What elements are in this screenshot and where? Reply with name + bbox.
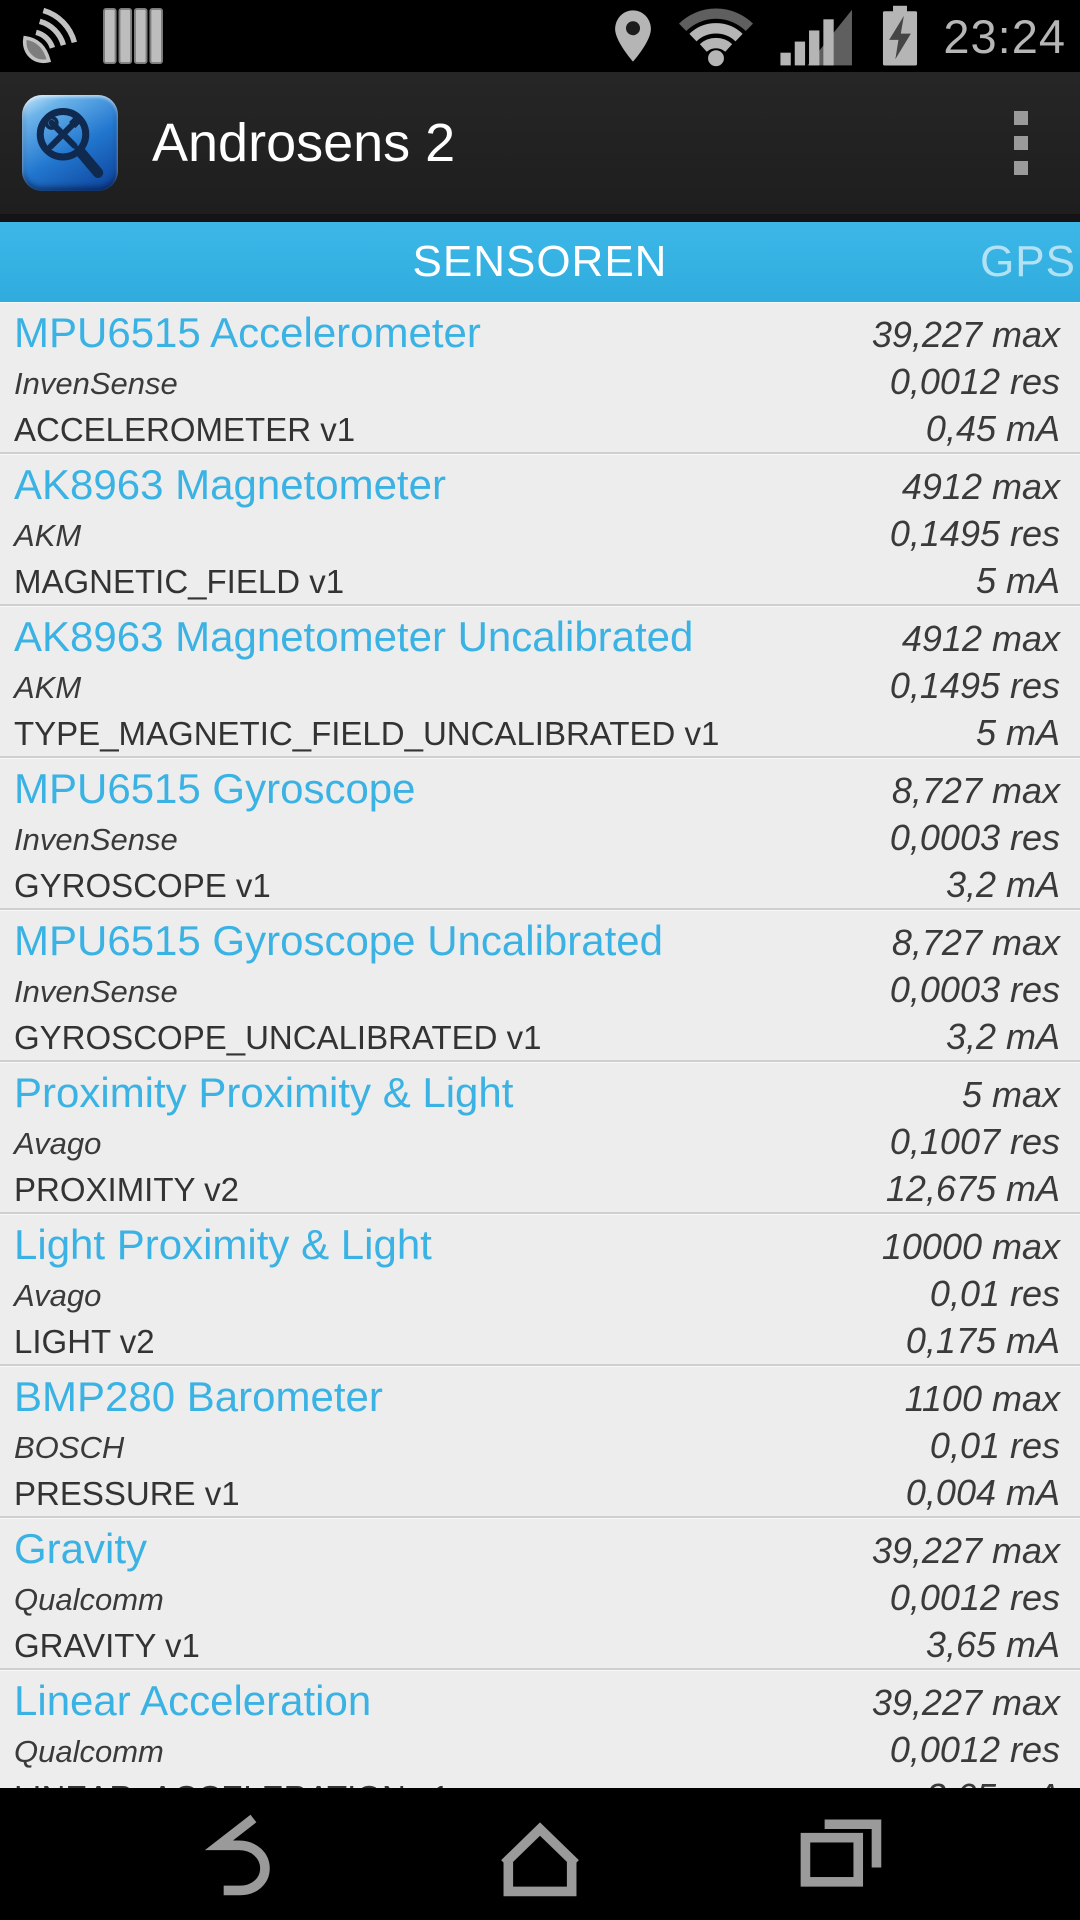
sensor-name: AK8963 Magnetometer Uncalibrated <box>14 613 694 660</box>
sensor-vendor: Qualcomm <box>14 1582 164 1617</box>
sensor-power-value: 12,675 mA <box>885 1168 1060 1209</box>
home-icon <box>492 1806 588 1902</box>
sensor-vendor: BOSCH <box>14 1430 125 1465</box>
sensor-resolution-value: 0,0003 res <box>889 969 1060 1010</box>
magnifier-tools-icon <box>22 95 118 191</box>
navigation-bar <box>0 1788 1080 1920</box>
sensor-name: BMP280 Barometer <box>14 1373 383 1420</box>
sensor-type: PRESSURE v1 <box>14 1475 240 1512</box>
sensor-vendor: InvenSense <box>14 822 178 857</box>
sensor-type: TYPE_MAGNETIC_FIELD_UNCALIBRATED v1 <box>14 715 720 752</box>
tab-sensoren[interactable]: SENSOREN <box>412 237 668 286</box>
sensor-list-item[interactable]: Light Proximity & Light 10000 max Avago … <box>0 1214 1080 1366</box>
sensor-name: MPU6515 Gyroscope <box>14 765 416 812</box>
signal-icon <box>777 5 857 67</box>
sensor-resolution-value: 0,1495 res <box>889 665 1060 706</box>
sensor-type: LINEAR_ACCELERATION v1 <box>14 1775 450 1788</box>
sensor-power-value: 5 mA <box>975 560 1060 601</box>
sensor-list-item[interactable]: MPU6515 Gyroscope Uncalibrated 8,727 max… <box>0 910 1080 1062</box>
columns-icon <box>102 7 164 65</box>
sensor-max-value: 8,727 max <box>891 922 1060 963</box>
sensor-vendor: AKM <box>14 670 82 705</box>
sensor-vendor: InvenSense <box>14 366 178 401</box>
sensor-resolution-value: 0,0012 res <box>889 1729 1060 1770</box>
sensor-power-value: 3,65 mA <box>925 1624 1060 1665</box>
tab-strip: SENSOREN GPS <box>0 222 1080 302</box>
sensor-name: Light Proximity & Light <box>14 1221 432 1268</box>
sensor-max-value: 1100 max <box>904 1378 1060 1419</box>
sensor-type: GYROSCOPE v1 <box>14 867 271 904</box>
sensor-name: AK8963 Magnetometer <box>14 461 446 508</box>
status-bar: 23:24 <box>0 0 1080 72</box>
sensor-max-value: 39,227 max <box>871 1682 1060 1723</box>
sensor-vendor: Qualcomm <box>14 1734 164 1769</box>
sensor-power-value: 0,175 mA <box>905 1320 1060 1361</box>
action-bar: Androsens 2 <box>0 72 1080 214</box>
recents-button[interactable] <box>690 1788 990 1920</box>
sensor-name: Proximity Proximity & Light <box>14 1069 514 1116</box>
sensor-power-value: 3,2 mA <box>945 864 1060 905</box>
sensor-power-value: 5 mA <box>975 712 1060 753</box>
sensor-list-item[interactable]: BMP280 Barometer 1100 max BOSCH 0,01 res… <box>0 1366 1080 1518</box>
sensor-power-value: 3,65 mA <box>926 1776 1060 1788</box>
sensor-type: GYROSCOPE_UNCALIBRATED v1 <box>14 1019 542 1056</box>
sensor-max-value: 10000 max <box>881 1226 1060 1267</box>
sensor-list-item[interactable]: AK8963 Magnetometer 4912 max AKM 0,1495 … <box>0 454 1080 606</box>
sensor-name: Linear Acceleration <box>14 1677 372 1724</box>
sensor-type: MAGNETIC_FIELD v1 <box>14 563 345 600</box>
sensor-name: MPU6515 Accelerometer <box>14 309 481 356</box>
status-bar-indicators: 23:24 <box>611 5 1066 67</box>
sensor-list-item[interactable]: Proximity Proximity & Light 5 max Avago … <box>0 1062 1080 1214</box>
sensor-resolution-value: 0,0012 res <box>889 1577 1060 1618</box>
sensor-name: MPU6515 Gyroscope Uncalibrated <box>14 917 663 964</box>
sensor-resolution-value: 0,0012 res <box>889 361 1060 402</box>
sensor-vendor: Avago <box>14 1126 102 1161</box>
clock: 23:24 <box>943 9 1066 63</box>
sensor-power-value: 3,2 mA <box>945 1016 1060 1057</box>
sensor-resolution-value: 0,1007 res <box>889 1121 1060 1162</box>
sensor-list-item[interactable]: Linear Acceleration 39,227 max Qualcomm … <box>0 1670 1080 1788</box>
sensor-type: LIGHT v2 <box>14 1323 155 1360</box>
back-button[interactable] <box>90 1788 390 1920</box>
sensor-type: GRAVITY v1 <box>14 1627 200 1664</box>
wifi-icon <box>677 5 755 67</box>
home-button[interactable] <box>390 1788 690 1920</box>
sensor-resolution-value: 0,1495 res <box>889 513 1060 554</box>
sensor-resolution-value: 0,01 res <box>929 1273 1060 1314</box>
sensor-max-value: 4912 max <box>901 618 1060 659</box>
sensor-list: MPU6515 Accelerometer 39,227 max InvenSe… <box>0 302 1080 1788</box>
sensor-power-value: 0,004 mA <box>905 1472 1060 1513</box>
sensor-max-value: 5 max <box>961 1074 1060 1115</box>
location-icon <box>611 8 655 64</box>
tab-gps[interactable]: GPS <box>980 237 1076 286</box>
overflow-menu-icon[interactable] <box>1014 72 1028 214</box>
action-bar-divider <box>0 214 1080 222</box>
back-icon <box>192 1806 288 1902</box>
battery-charging-icon <box>879 5 921 67</box>
sensor-list-item[interactable]: MPU6515 Accelerometer 39,227 max InvenSe… <box>0 302 1080 454</box>
sensor-list-item[interactable]: Gravity 39,227 max Qualcomm 0,0012 res G… <box>0 1518 1080 1670</box>
recents-icon <box>792 1806 888 1902</box>
sensor-type: PROXIMITY v2 <box>14 1171 239 1208</box>
page-title: Androsens 2 <box>152 113 456 173</box>
sensor-vendor: AKM <box>14 518 82 553</box>
sensor-power-value: 0,45 mA <box>925 408 1060 449</box>
sensor-vendor: Avago <box>14 1278 102 1313</box>
sensor-max-value: 4912 max <box>901 466 1060 507</box>
sensor-resolution-value: 0,0003 res <box>889 817 1060 858</box>
sensor-type: ACCELEROMETER v1 <box>14 411 356 448</box>
sensor-max-value: 39,227 max <box>871 1530 1060 1571</box>
sensor-name: Gravity <box>14 1525 148 1572</box>
sensor-list-item[interactable]: AK8963 Magnetometer Uncalibrated 4912 ma… <box>0 606 1080 758</box>
sensor-list-item[interactable]: MPU6515 Gyroscope 8,727 max InvenSense 0… <box>0 758 1080 910</box>
status-bar-notifications <box>14 5 164 67</box>
sensor-wave-icon <box>14 5 80 67</box>
sensor-max-value: 39,227 max <box>871 314 1060 355</box>
sensor-vendor: InvenSense <box>14 974 178 1009</box>
sensor-max-value: 8,727 max <box>891 770 1060 811</box>
sensor-resolution-value: 0,01 res <box>929 1425 1060 1466</box>
